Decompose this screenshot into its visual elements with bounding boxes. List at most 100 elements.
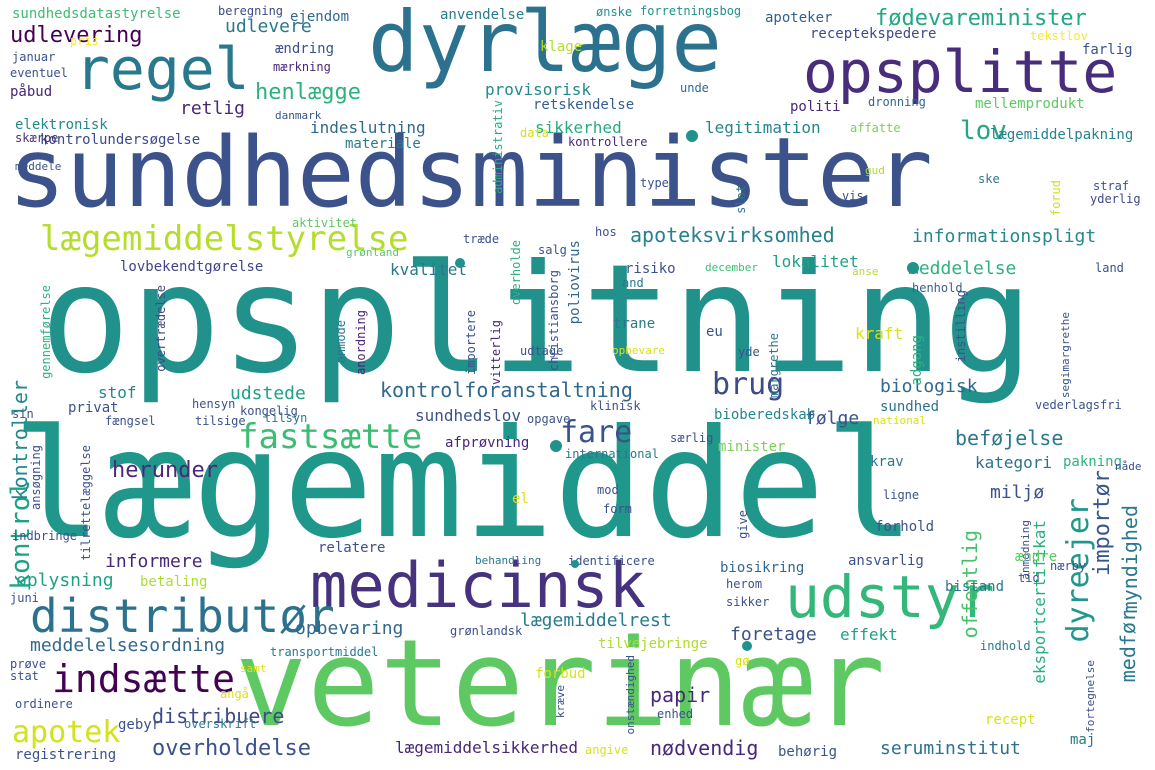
cloud-word: hos [595,225,617,239]
cloud-dot [550,440,562,452]
cloud-word: anmode [334,320,348,364]
cloud-word: farlig [1082,42,1133,58]
cloud-word: distributør [30,589,335,643]
cloud-word: nærby [1050,559,1087,573]
cloud-word: tekstlov [1030,29,1088,43]
cloud-word: form [603,502,632,516]
cloud-word: henhold [912,281,963,295]
cloud-word: legitimation [705,118,821,137]
cloud-word: margrethe [767,333,781,399]
cloud-word: skærpe [15,131,59,145]
cloud-word: kvalitet [390,260,468,279]
cloud-word: onstændighed [624,655,637,735]
cloud-word: apoteksvirksomhed [630,223,835,247]
cloud-word: afprøvning [445,435,530,451]
cloud-word: medicinsk [310,549,646,622]
cloud-word: foretage [730,624,817,645]
cloud-word: henlægge [255,80,361,105]
cloud-word: effekt [840,625,898,644]
cloud-word: trane [613,316,656,332]
cloud-word: data [520,126,549,140]
cloud-word: indeslutning [310,118,426,137]
cloud-word: pris [70,34,99,48]
cloud-word: kongelig [240,404,298,418]
cloud-word: hensyn [192,397,236,411]
cloud-word: dyrlæge [368,0,723,91]
cloud-word: vis [842,189,864,203]
cloud-word: kontrolundersøgelse [40,132,201,148]
cloud-word: overholdelse [152,736,311,761]
cloud-word: politi [790,99,841,115]
cloud-word: nåde [1115,460,1142,473]
cloud-word: aktivitet [292,216,358,230]
cloud-word: bistand [945,579,1005,595]
cloud-word: lægemiddelsikkerhed [395,738,579,757]
cloud-word: anordning [354,310,368,376]
cloud-word: sikker [726,595,770,609]
cloud-word: tilvejebringe [598,636,708,652]
cloud-word: retskendelse [533,97,635,113]
cloud-word: privat [68,400,119,416]
cloud-word: opsplitte [803,38,1118,106]
cloud-word: give [736,510,750,539]
cloud-word: følge [805,408,860,429]
cloud-word: fortegnelse [1084,660,1097,733]
cloud-word: indbringe [12,529,78,543]
cloud-word: behørig [778,744,838,760]
cloud-word: recept [985,712,1036,728]
cloud-word: poliovirus [567,240,583,325]
cloud-word: ønske [596,5,633,19]
cloud-word: fødevareminister [875,6,1087,31]
cloud-word: papir [650,683,711,707]
cloud-word: importere [464,310,478,376]
cloud-word: fare [560,415,633,450]
cloud-word: straf [1093,179,1130,193]
cloud-word: lov [960,116,1007,146]
cloud-word: and [622,276,644,290]
cloud-word: tid [1018,571,1040,585]
cloud-word: tilsyn [264,411,308,425]
cloud-word: salg [538,243,567,257]
cloud-word: lægemiddel [12,398,916,572]
cloud-word: beføjelse [955,426,1064,450]
cloud-word: nødvendig [650,736,759,760]
cloud-word: lægemiddelrest [520,610,672,631]
cloud-word: maj [1070,732,1096,748]
cloud-word: grønland [346,246,399,259]
cloud-word: sundhed [880,399,940,415]
cloud-word: retlig [180,98,246,119]
cloud-word: kontrolforanstaltning [380,378,633,402]
cloud-word: opgave [527,412,571,426]
cloud-word: opsplitning [40,233,1034,407]
cloud-word: mellemprodukt [975,96,1085,112]
cloud-word: klage [540,39,583,55]
cloud-word: materiale [345,136,421,152]
cloud-word: anvendelse [440,7,525,23]
cloud-word: indhold [980,639,1031,653]
cloud-word: type [640,176,669,190]
cloud-word: biologisk [880,376,978,397]
cloud-word: ansøgning [29,445,43,511]
cloud-word: provisorisk [485,80,591,99]
cloud-word: kræve [554,685,567,719]
cloud-word: distribuere [152,704,285,728]
cloud-word: dronning [868,95,926,109]
cloud-word: krav [870,454,904,470]
cloud-word: lægemiddelstyrelse [40,219,409,259]
cloud-word: eksportcertifikat [1030,520,1049,684]
cloud-word: udtage [520,344,564,358]
cloud-word: meddele [15,160,62,173]
cloud-word: tilrettelæggelse [79,445,93,561]
cloud-word: adgang [909,335,925,386]
cloud-word: biosikring [720,560,805,576]
cloud-word: oplysning [16,570,114,591]
cloud-word: sin [12,407,34,421]
cloud-word: elektronisk [15,117,108,133]
cloud-word: opbevare [612,344,665,357]
cloud-word: yderlig [1090,192,1141,206]
cloud-word: registrering [15,747,117,763]
cloud-word: mod [597,483,619,497]
cloud-word: ændring [275,41,335,57]
cloud-word: herunder [112,458,218,483]
